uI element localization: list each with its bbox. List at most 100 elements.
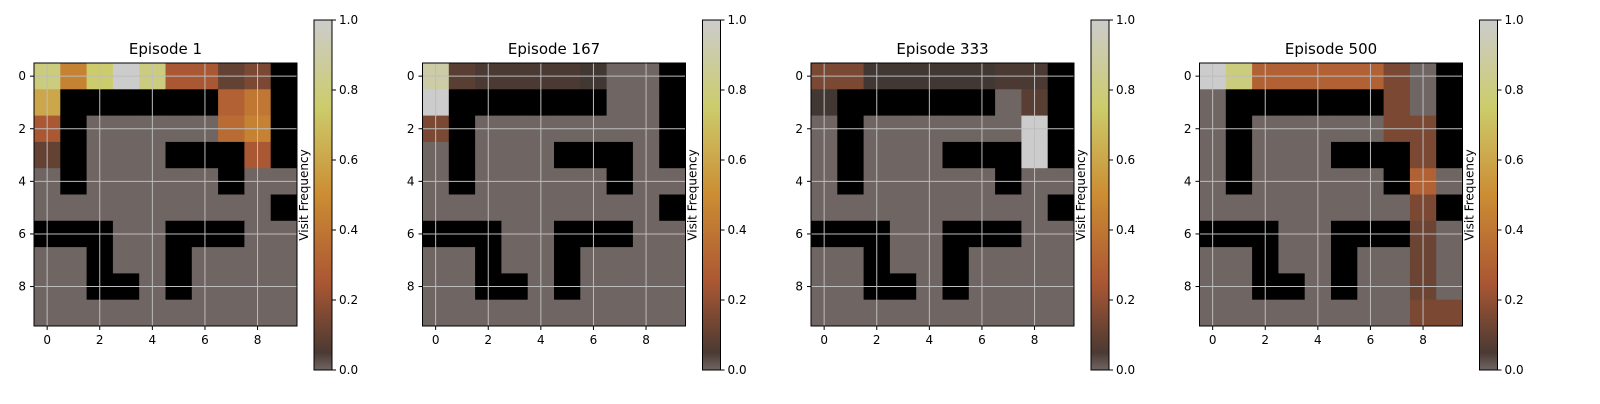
heatmap-cell [501, 141, 529, 169]
heatmap-cell [60, 299, 88, 327]
maze-wall-cell [165, 141, 193, 169]
maze-wall-cell [554, 141, 581, 169]
colorbar-tick-label: 0.4 [339, 223, 358, 237]
heatmap-cell [995, 194, 1022, 222]
maze-wall-cell [942, 247, 970, 274]
x-tick-label: 8 [254, 333, 262, 347]
x-tick-label: 4 [149, 333, 157, 347]
maze-wall-cell [448, 89, 476, 117]
colorbar-tick-label: 0.0 [339, 363, 358, 377]
heatmap-cell [218, 194, 245, 222]
y-tick-label: 4 [795, 174, 803, 188]
maze-wall-cell [1436, 141, 1463, 169]
heatmap-cell [1047, 299, 1075, 327]
colorbar-tick-label: 0.4 [728, 223, 747, 237]
x-tick-label: 8 [1031, 333, 1039, 347]
heatmap-cell [606, 247, 634, 274]
colorbar [1479, 19, 1498, 371]
heatmap-cell [1331, 299, 1358, 327]
maze-wall-cell [995, 141, 1022, 169]
heatmap-cell [1225, 194, 1253, 222]
y-tick-label: 6 [407, 227, 415, 241]
y-tick-label: 4 [1184, 174, 1192, 188]
y-tick-label: 8 [407, 280, 415, 294]
y-tick-label: 0 [1184, 69, 1192, 83]
heatmap-cell [995, 247, 1022, 274]
colorbar-tick-label: 0.0 [1116, 363, 1135, 377]
heatmap-cell [448, 299, 476, 327]
maze-wall-cell [942, 89, 970, 117]
heatmap-cell [606, 89, 634, 117]
heatmap-cell [1278, 141, 1306, 169]
colorbar-label: Visit Frequency [686, 149, 700, 240]
heatmap-cell [218, 247, 245, 274]
heatmap-cell [659, 299, 686, 327]
x-tick-label: 8 [642, 333, 650, 347]
heatmap-cell [448, 194, 476, 222]
colorbar-tick-label: 0.2 [1116, 293, 1135, 307]
heatmap-cell [942, 299, 970, 327]
colorbar [702, 19, 721, 371]
colorbar-tick-label: 0.6 [1116, 153, 1135, 167]
x-tick-label: 6 [1367, 333, 1375, 347]
heatmap-cell [889, 194, 917, 222]
heatmap-cell [995, 299, 1022, 327]
x-tick-label: 0 [1209, 333, 1217, 347]
maze-wall-cell [659, 141, 686, 169]
maze-wall-cell [270, 141, 298, 169]
colorbar-tick-label: 0.8 [1116, 83, 1135, 97]
heatmap-cell [60, 247, 88, 274]
maze-wall-cell [1331, 89, 1358, 117]
heatmap-cell [1047, 247, 1075, 274]
maze-wall-cell [448, 141, 476, 169]
colorbar-tick-label: 1.0 [728, 13, 747, 27]
colorbar-tick-label: 0.6 [339, 153, 358, 167]
heatmap-cell [1383, 194, 1411, 222]
y-tick-label: 6 [795, 227, 803, 241]
heatmap-cell [889, 141, 917, 169]
maze-wall-cell [1331, 141, 1358, 169]
heatmap-cell [112, 299, 140, 327]
y-tick-label: 2 [407, 122, 415, 136]
heatmap-cell [837, 299, 865, 327]
x-tick-label: 6 [978, 333, 986, 347]
colorbar-label: Visit Frequency [1463, 149, 1477, 240]
colorbar-tick-label: 0.4 [1116, 223, 1135, 237]
heatmap-cell [1278, 194, 1306, 222]
colorbar-tick-label: 0.0 [728, 363, 747, 377]
maze-wall-cell [112, 89, 140, 117]
maze-wall-cell [889, 89, 917, 117]
colorbar-tick-label: 1.0 [1505, 13, 1524, 27]
maze-wall-cell [1278, 89, 1306, 117]
panel-4: Episode 500 0 2 4 6 8 0 2 4 6 8 0.0 0.2 0.4 0.6 0.8 1.0 V… [1184, 13, 1524, 377]
maze-wall-cell [1047, 89, 1075, 117]
heatmap-cell [1331, 194, 1358, 222]
heatmap-cell [501, 247, 529, 274]
heatmap-cell [1383, 299, 1411, 327]
maze-wall-cell [1331, 247, 1358, 274]
maze-wall-cell [1225, 89, 1253, 117]
heatmap-cell [942, 194, 970, 222]
x-tick-label: 6 [201, 333, 209, 347]
y-tick-label: 8 [18, 280, 26, 294]
axes-frame [422, 62, 686, 327]
maze-wall-cell [554, 89, 581, 117]
y-tick-label: 2 [18, 122, 26, 136]
x-tick-label: 2 [484, 333, 492, 347]
colorbar-tick-label: 0.4 [1505, 223, 1524, 237]
heatmap-cell [1278, 247, 1306, 274]
colorbar-tick-label: 0.8 [728, 83, 747, 97]
heatmap-cell [501, 194, 529, 222]
x-tick-label: 4 [537, 333, 545, 347]
heatmap-cell [837, 247, 865, 274]
heatmap-cell [112, 141, 140, 169]
panel-1: Episode 1 0 2 4 6 8 0 2 4 6 8 0.0 0.2 0.4 0.6 0.8 1.0 Vis… [18, 13, 358, 377]
colorbar-tick-label: 0.6 [1505, 153, 1524, 167]
heatmap-cell [889, 299, 917, 327]
y-tick-label: 0 [18, 69, 26, 83]
heatmap-cell [165, 299, 193, 327]
heatmap-cell [995, 89, 1022, 117]
colorbar-tick-label: 1.0 [1116, 13, 1135, 27]
maze-wall-cell [501, 89, 529, 117]
